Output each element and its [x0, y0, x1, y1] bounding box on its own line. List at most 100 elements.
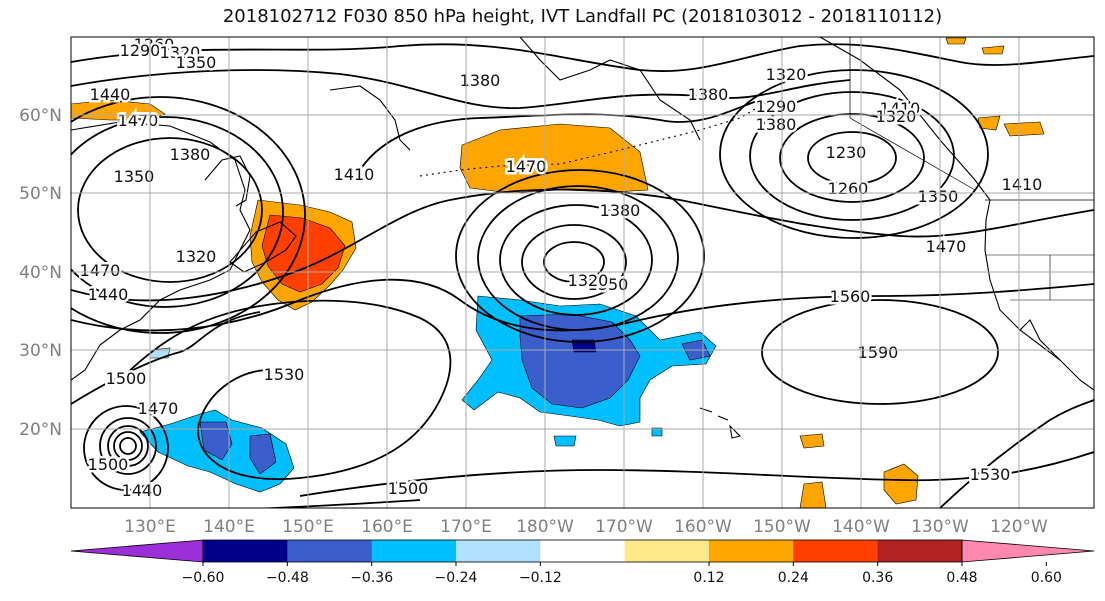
contour-label: 1350 — [588, 275, 629, 294]
map-frame — [70, 36, 1095, 509]
contour-label: 1440 — [88, 285, 129, 304]
colorbar-bin — [540, 540, 626, 562]
contour-label: 1320 — [176, 247, 217, 266]
hawaii-islands — [699, 407, 742, 439]
colorbar-tick-label: 0.24 — [778, 570, 809, 586]
contour-label: 1320 — [876, 107, 917, 126]
ivt-positive-core — [261, 214, 346, 293]
lat-label: 40°N — [19, 263, 62, 283]
contour-label: 1380 — [756, 115, 797, 134]
height-contour — [71, 96, 306, 334]
graticule — [71, 37, 1094, 508]
ivt-negative-region — [553, 435, 577, 447]
lon-label: 170°W — [595, 517, 653, 537]
colorbar-bin — [287, 540, 373, 562]
lon-label: 130°E — [124, 517, 176, 537]
colorbar-bin — [371, 540, 457, 562]
lon-label: 150°W — [753, 517, 811, 537]
colorbar-extend-low — [70, 539, 204, 563]
contour-label: 1500 — [388, 479, 429, 498]
height-contour — [719, 69, 989, 239]
lon-label: 130°W — [911, 517, 969, 537]
colorbar-tick-label: −0.12 — [519, 570, 562, 586]
height-contour — [807, 131, 897, 185]
border-line — [849, 37, 976, 191]
ivt-positive-region — [1003, 121, 1045, 137]
height-contour — [779, 113, 925, 203]
alaska-coastline — [519, 37, 701, 141]
contour-label: 1530 — [970, 465, 1011, 484]
lat-label: 30°N — [19, 341, 62, 361]
lat-label: 50°N — [19, 184, 62, 204]
contour-label: 1470 — [118, 111, 159, 130]
contour-label: 1410 — [1002, 175, 1043, 194]
colorbar — [70, 539, 1095, 563]
colorbar-tick-label: 0.48 — [946, 570, 977, 586]
ivt-positive-region — [799, 481, 827, 508]
ivt-negative-max — [571, 339, 597, 353]
contour-label: 1500 — [88, 455, 129, 474]
contour-label: 1350 — [176, 53, 217, 72]
lon-label: 140°W — [832, 517, 890, 537]
colorbar-bin — [709, 540, 794, 562]
contour-label: 1380 — [170, 145, 211, 164]
contour-label: 1380 — [688, 85, 729, 104]
ivt-positive-region — [459, 123, 649, 194]
height-contour — [83, 405, 169, 491]
contour-label: 1380 — [600, 201, 641, 220]
ivt-negative-core — [199, 421, 233, 461]
colorbar-tick-label: −0.24 — [435, 570, 478, 586]
contour-label: 1290 — [756, 97, 797, 116]
colorbar-frame — [202, 539, 963, 563]
colorbar-bin — [877, 540, 963, 562]
height-contour — [939, 399, 1094, 508]
lon-label: 120°W — [990, 517, 1048, 537]
contour-label: 1530 — [264, 365, 305, 384]
height-contour — [521, 224, 627, 300]
colorbar-tick-label: −0.36 — [350, 570, 393, 586]
lon-label: 140°E — [203, 517, 255, 537]
height-contour — [71, 278, 1094, 332]
height-contour — [107, 425, 149, 467]
contour-label: 1350 — [918, 187, 959, 206]
height-contour — [113, 431, 143, 461]
height-contour — [71, 311, 261, 405]
colorbar-tick-label: 0.36 — [862, 570, 893, 586]
sakhalin-coastline — [204, 155, 251, 207]
ivt-negative-region — [651, 427, 663, 437]
contour-label: 1230 — [826, 143, 867, 162]
height-contour — [256, 499, 421, 508]
contour-label: 1470 — [138, 399, 179, 418]
contour-label: 1350 — [114, 167, 155, 186]
contour-label: 1470 — [80, 261, 121, 280]
contour-label: 1410 — [334, 165, 375, 184]
colorbar-tick-label: −0.48 — [266, 570, 309, 586]
height-contour — [71, 69, 851, 109]
contour-label: 1470 — [926, 237, 967, 256]
north-america-coastline — [819, 37, 1094, 391]
lon-label: 170°E — [440, 517, 492, 537]
contour-label: 1440 — [122, 481, 163, 500]
contour-label: 1320 — [766, 65, 807, 84]
contour-label: 1410 — [880, 99, 921, 118]
contour-label: 1320 — [568, 271, 609, 290]
height-contour — [455, 169, 705, 343]
contour-label: 1590 — [858, 343, 899, 362]
contour-label: 1440 — [90, 85, 131, 104]
lon-label: 160°W — [674, 517, 732, 537]
colorbar-tick-label: 0.12 — [693, 570, 724, 586]
colorbar-extend-high — [961, 539, 1095, 563]
lat-label: 60°N — [19, 106, 62, 126]
height-contour — [761, 299, 999, 405]
ivt-negative-core — [519, 313, 641, 409]
height-contour — [543, 241, 605, 283]
contour-label: 1380 — [460, 71, 501, 90]
lon-label: 160°E — [361, 517, 413, 537]
contour-label: 1320 — [160, 43, 201, 62]
colorbar-tick-label: 0.60 — [1031, 570, 1062, 586]
colorbar-bin — [793, 540, 879, 562]
contour-label: 1260 — [134, 35, 175, 54]
colorbar-bin — [624, 540, 710, 562]
colorbar-ticks: −0.60 −0.48 −0.36 −0.24 −0.12 0.12 0.24 0.36 0.4… — [182, 562, 1062, 586]
